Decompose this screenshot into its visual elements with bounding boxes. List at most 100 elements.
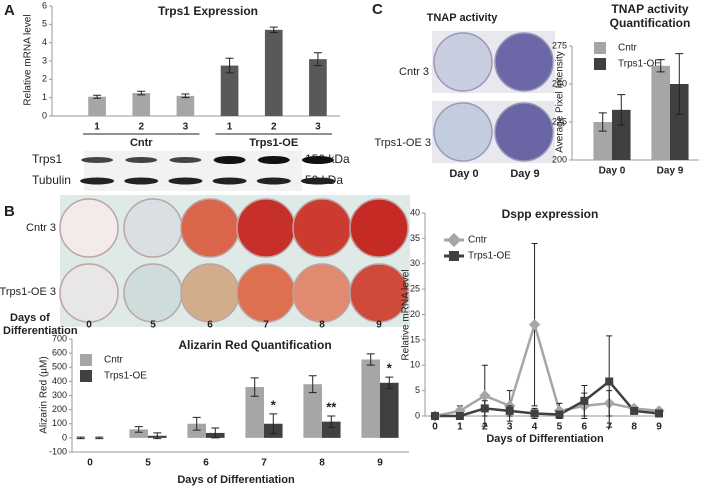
y-tick-label: 40 — [410, 207, 420, 217]
bar — [309, 59, 327, 116]
error-bar — [181, 93, 190, 99]
photo-row-label: Cntr 3 — [26, 222, 56, 234]
x-tick-label: 1 — [457, 422, 463, 433]
chart-title: Dspp expression — [502, 207, 599, 221]
photo-row-label: Trps1-OE 3 — [375, 137, 431, 149]
x-tick-label: 5 — [145, 458, 151, 469]
error-bar — [366, 353, 375, 366]
x-tick-label: Day 0 — [599, 166, 626, 177]
error-bar — [211, 427, 220, 439]
y-tick-label: 3 — [42, 55, 47, 65]
blot-band — [300, 177, 335, 185]
legend-label: Trps1-OE — [468, 251, 511, 262]
blot-band — [257, 156, 290, 164]
legend-marker — [446, 232, 462, 248]
blot-band — [124, 177, 159, 185]
marker — [505, 406, 514, 415]
marker — [431, 412, 439, 420]
y-tick-label: 500 — [52, 362, 67, 372]
y-tick-label: 0 — [62, 432, 67, 442]
culture-dish — [59, 198, 119, 258]
error-bar — [656, 59, 665, 73]
culture-dish — [494, 102, 554, 162]
legend-marker — [449, 251, 459, 261]
culture-dish — [349, 198, 409, 258]
y-tick-label: 225 — [552, 116, 567, 126]
y-tick-label: 25 — [410, 284, 420, 294]
panel-label: B — [4, 203, 15, 220]
x-tick-label: 9 — [656, 422, 662, 433]
photo-column-label: 0 — [86, 320, 92, 331]
photo-x-label: Differentiation — [3, 325, 78, 337]
error-bar — [95, 436, 104, 440]
photo-column-label: 7 — [263, 320, 269, 331]
x-axis-label: Days of Differentiation — [486, 433, 604, 445]
legend-label: Cntr — [104, 355, 124, 366]
photo-column-label: 5 — [150, 320, 156, 331]
error-bar — [250, 377, 259, 397]
x-tick-label: 0 — [432, 422, 438, 433]
bar — [303, 384, 322, 438]
photo-row-label: Trps1-OE 3 — [0, 286, 56, 298]
group-label: Trps1-OE — [249, 137, 298, 149]
y-tick-label: -100 — [49, 446, 67, 456]
error-bar — [675, 53, 684, 115]
legend-swatch — [80, 370, 92, 382]
y-tick-label: 30 — [410, 258, 420, 268]
photo-column-label: 9 — [376, 320, 382, 331]
bar — [187, 423, 206, 438]
x-tick-label: 3 — [507, 422, 513, 433]
bar — [132, 93, 151, 116]
y-tick-label: 400 — [52, 376, 67, 386]
y-tick-label: 1 — [42, 92, 47, 102]
blot-band — [168, 177, 203, 185]
culture-dish — [349, 263, 409, 323]
marker — [580, 396, 589, 405]
x-tick-label: 0 — [87, 458, 93, 469]
panel-label: C — [372, 1, 383, 18]
y-tick-label: 0 — [415, 410, 420, 420]
chart-title: Alizarin Red Quantification — [178, 338, 331, 352]
culture-dish — [236, 263, 296, 323]
legend-label: Cntr — [618, 43, 638, 54]
y-tick-label: 6 — [42, 0, 47, 10]
x-tick-label: 6 — [203, 458, 209, 469]
error-bar — [598, 112, 607, 132]
bar — [612, 109, 631, 160]
photo-column-label: 8 — [319, 320, 325, 331]
bar — [220, 65, 239, 116]
legend-swatch — [594, 42, 606, 54]
culture-dish — [292, 263, 352, 323]
legend-swatch — [594, 58, 606, 70]
y-tick-label: 5 — [42, 19, 47, 29]
marker — [528, 318, 541, 331]
culture-dish — [433, 102, 493, 162]
photo-row-label: Cntr 3 — [399, 66, 429, 78]
bar — [593, 122, 612, 160]
marker — [555, 410, 564, 419]
y-axis-label: Relative mRNA level — [401, 269, 412, 360]
y-tick-label: 100 — [52, 418, 67, 428]
marker — [479, 390, 491, 402]
x-tick-label: 4 — [532, 422, 538, 433]
y-tick-label: 2 — [42, 74, 47, 84]
x-tick-label: 6 — [582, 422, 588, 433]
panel-label: A — [4, 2, 15, 19]
error-bar — [225, 57, 234, 74]
y-tick-label: 10 — [410, 360, 420, 370]
culture-dish — [494, 32, 554, 92]
y-tick-label: 4 — [42, 37, 47, 47]
blot-band — [212, 177, 247, 185]
culture-dish — [236, 198, 296, 258]
chart-title: Trps1 Expression — [158, 4, 258, 18]
group-label: Cntr — [130, 137, 153, 149]
line — [434, 320, 660, 418]
x-tick-label: 3 — [183, 122, 189, 133]
blot-band — [81, 157, 114, 163]
significance-mark: * — [271, 397, 277, 412]
error-bar — [76, 436, 85, 440]
blot-band — [301, 156, 334, 164]
bar — [361, 359, 380, 438]
